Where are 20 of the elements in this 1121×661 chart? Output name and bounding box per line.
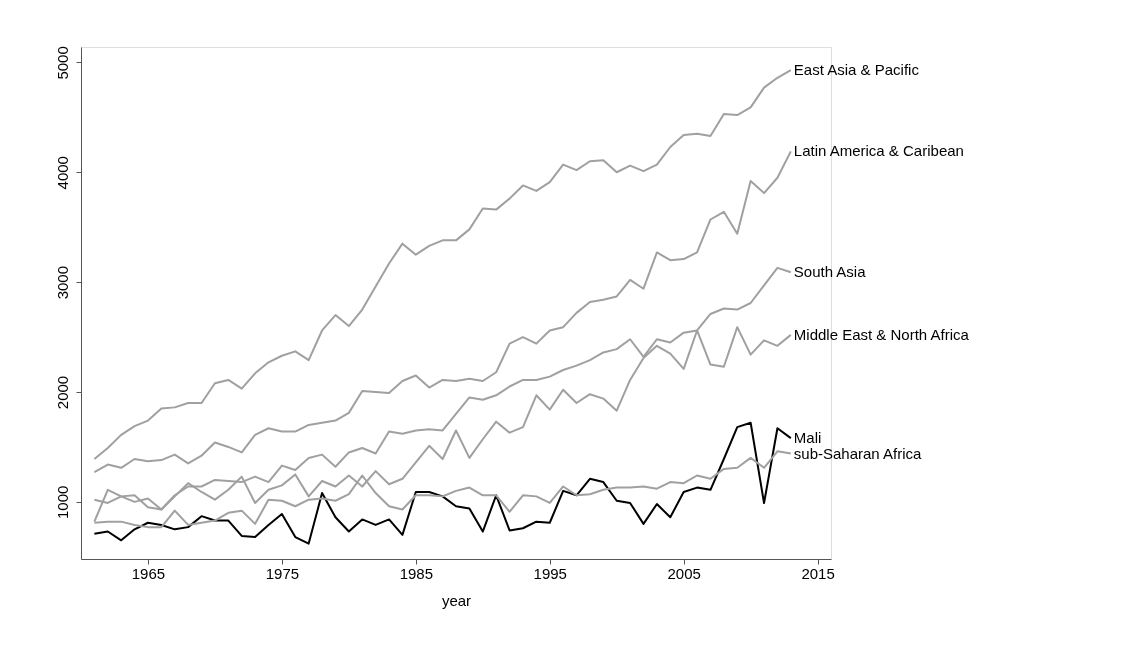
y-tick-label: 2000: [53, 375, 71, 410]
line-series: [93, 69, 792, 461]
y-tick-label: 5000: [53, 46, 71, 80]
x-tick-label: 2005: [667, 564, 701, 582]
y-tick-label: 3000: [53, 265, 71, 300]
x-tick-label: 1985: [399, 564, 434, 582]
x-axis-title: year: [441, 591, 472, 609]
x-tick-label: 1995: [533, 564, 567, 582]
series-label: sub-Saharan Africa: [793, 444, 923, 462]
x-tick-label: 2015: [801, 564, 835, 582]
y-tick-label: 1000: [53, 485, 71, 520]
line-series: [93, 150, 792, 474]
series-label: Middle East & North Africa: [793, 325, 970, 343]
y-tick-label: 4000: [53, 156, 71, 190]
series-label: East Asia & Pacific: [793, 61, 920, 79]
series-label: Mali: [793, 429, 822, 447]
series-label: Latin America & Caribean: [793, 142, 964, 160]
x-tick-label: 1975: [265, 564, 300, 582]
series-label: South Asia: [793, 263, 867, 281]
x-tick-label: 1965: [131, 564, 166, 582]
